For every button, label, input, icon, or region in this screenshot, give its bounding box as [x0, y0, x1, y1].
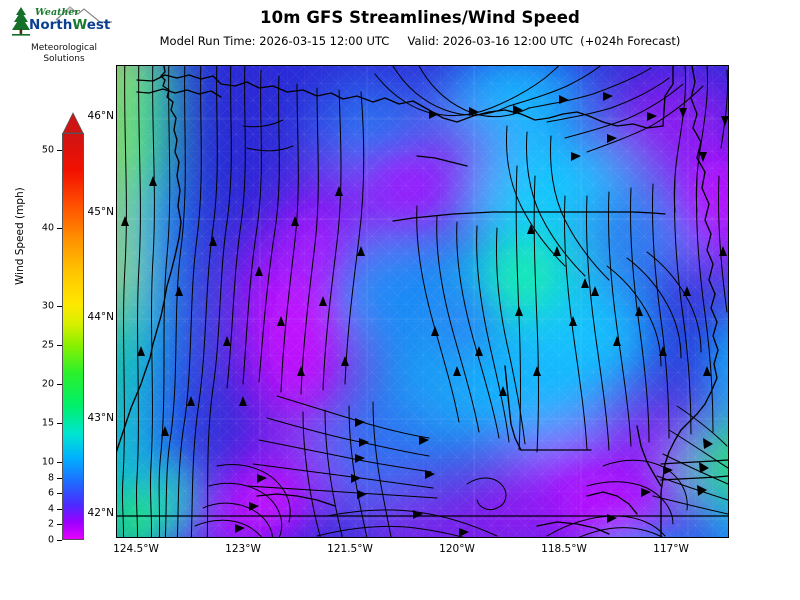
wind-streamlines: [121, 66, 728, 537]
cb-ticklabel-10: 10: [41, 456, 54, 468]
logo-word-weather: Weather: [35, 7, 80, 18]
weather-northwest-logo-mark: Weather NorthWest: [12, 6, 112, 36]
cb-tick-4: 4: [48, 504, 62, 515]
cb-ticklabel-15: 15: [41, 417, 54, 429]
lat-tick-45n: 45°N: [87, 206, 114, 218]
cb-ticklabel-0: 0: [47, 534, 54, 546]
streamline-arrowheads: [121, 92, 728, 537]
map-canvas: [117, 66, 728, 537]
mountain-snowcap-icon: [65, 7, 75, 13]
cb-ticklabel-8: 8: [47, 472, 54, 484]
lon-tick-123w: 123°W: [225, 543, 261, 555]
wind-speed-map[interactable]: [116, 65, 729, 538]
cb-tick-50: 50: [42, 145, 62, 156]
cb-tick-8: 8: [48, 473, 62, 484]
longitude-axis: 124.5°W 123°W 121.5°W 120°W 118.5°W 117°…: [0, 543, 800, 563]
lon-tick-121-5w: 121.5°W: [327, 543, 373, 555]
lat-tick-42n: 42°N: [87, 507, 114, 519]
lon-tick-118-5w: 118.5°W: [541, 543, 587, 555]
cb-ticklabel-20: 20: [41, 378, 54, 390]
colorbar-ticks: 0 2 4 6 8 10 15 20 25 30 40: [42, 112, 86, 546]
cb-ticklabel-6: 6: [47, 487, 54, 499]
lat-tick-46n: 46°N: [87, 110, 114, 122]
cb-tick-0: 0: [48, 535, 62, 546]
cb-ticklabel-4: 4: [47, 503, 54, 515]
lon-tick-117w: 117°W: [653, 543, 689, 555]
cb-tick-2: 2: [48, 519, 62, 530]
cb-tick-20: 20: [42, 379, 62, 390]
cb-tick-30: 30: [42, 301, 62, 312]
branding-tagline: Meteorological Solutions: [8, 43, 120, 65]
cb-tick-40: 40: [42, 223, 62, 234]
mesh-texture: [117, 66, 728, 537]
colorbar-gradient: [62, 133, 84, 540]
lat-tick-44n: 44°N: [87, 311, 114, 323]
wind-speed-colorbar[interactable]: 0 2 4 6 8 10 15 20 25 30 40: [42, 112, 86, 546]
lat-tick-43n: 43°N: [87, 412, 114, 424]
cb-ticklabel-2: 2: [47, 518, 54, 530]
cb-tick-15: 15: [42, 418, 62, 429]
cb-tick-25: 25: [42, 340, 62, 351]
latitude-axis: 46°N 45°N 44°N 43°N 42°N: [70, 0, 114, 600]
chart-subtitle: Model Run Time: 2026-03-15 12:00 UTC Val…: [159, 34, 681, 48]
logo-word-north: NorthWest: [29, 17, 111, 33]
wind-speed-field: [117, 66, 728, 537]
tagline-line-2: Solutions: [43, 54, 85, 64]
page-title: 10m GFS Streamlines/Wind Speed: [260, 8, 580, 27]
cb-ticklabel-40: 40: [41, 222, 54, 234]
lon-tick-120w: 120°W: [439, 543, 475, 555]
lon-tick-124-5w: 124.5°W: [113, 543, 159, 555]
mountain-icon: [55, 6, 112, 23]
cb-ticklabel-50: 50: [41, 144, 54, 156]
cb-tick-10: 10: [42, 457, 62, 468]
cb-tick-6: 6: [48, 488, 62, 499]
cb-ticklabel-30: 30: [41, 300, 54, 312]
cb-ticklabel-25: 25: [41, 339, 54, 351]
tagline-line-1: Meteorological: [30, 43, 98, 53]
pine-tree-icon: [12, 7, 30, 36]
branding-logo: Weather NorthWest Meteorological Solutio…: [8, 3, 120, 69]
colorbar-axis-label: Wind Speed (mph): [14, 187, 26, 285]
